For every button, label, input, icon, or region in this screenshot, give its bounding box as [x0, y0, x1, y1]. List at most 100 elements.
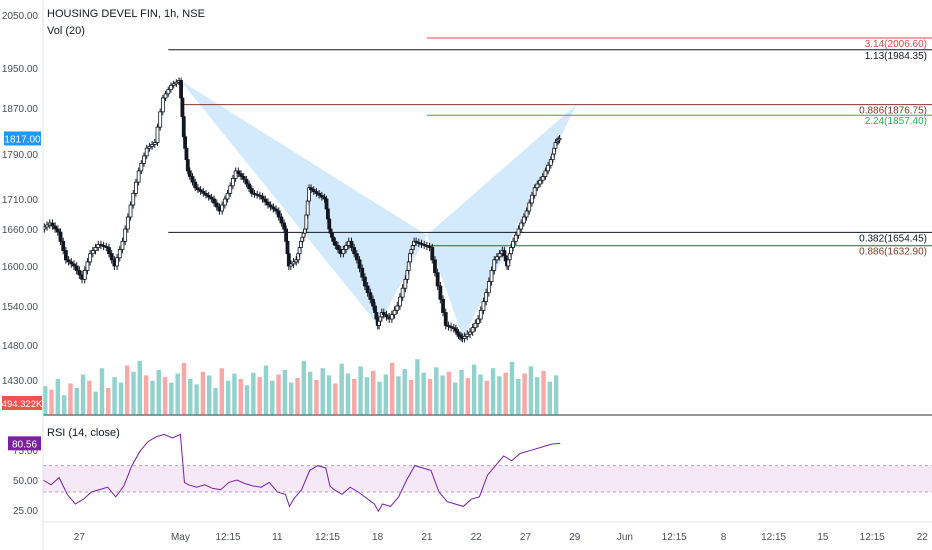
volume-bar: [150, 380, 155, 415]
volume-bar: [389, 362, 395, 415]
candle-body: [288, 263, 293, 267]
candle-body: [271, 206, 276, 210]
candle-body: [465, 333, 470, 337]
candle-body: [85, 261, 90, 271]
candle-body: [58, 231, 63, 242]
candle-body: [139, 162, 144, 172]
candle-body: [516, 228, 521, 236]
candle-body: [519, 222, 524, 230]
candle-body: [220, 204, 225, 212]
volume-bar: [516, 379, 521, 415]
candle-body: [90, 250, 95, 255]
candle-body: [352, 247, 357, 255]
candle-body: [45, 224, 49, 228]
candle-body: [201, 191, 206, 194]
volume-bar: [106, 388, 111, 415]
level-label: 2.24(1857.40): [865, 116, 927, 127]
volume-bar: [263, 365, 269, 415]
candle-body: [214, 202, 219, 208]
candle-body: [249, 188, 254, 194]
candle-body: [125, 216, 130, 230]
volume-bar: [478, 374, 483, 415]
candle-body: [538, 179, 542, 185]
volume-bar: [352, 379, 357, 415]
volume-bar: [320, 368, 325, 415]
candle-body: [55, 228, 60, 233]
candle-body: [462, 335, 467, 339]
price-tick-label: 1430.00: [2, 376, 39, 387]
candle-body: [286, 253, 291, 267]
volume-bar: [553, 375, 559, 415]
candle-body: [61, 240, 66, 251]
candle-body: [93, 247, 98, 251]
volume-bar: [112, 377, 117, 415]
price-tick-label: 1790.00: [2, 150, 39, 161]
time-tick-label: 15: [817, 532, 829, 543]
candle-body: [66, 259, 71, 263]
candle-body: [524, 210, 529, 218]
candle-body: [511, 240, 515, 248]
level-label: 0.886(1876.75): [859, 106, 927, 117]
candle-body: [307, 187, 311, 202]
candle-body: [336, 245, 340, 250]
candle-body: [381, 312, 386, 316]
candle-body: [546, 164, 551, 172]
candle-body: [400, 287, 405, 298]
candle-body: [185, 159, 190, 172]
candle-body: [128, 204, 133, 218]
volume-bar: [503, 372, 508, 415]
volume-bar: [238, 379, 243, 415]
volume-bar: [339, 363, 344, 415]
price-tick-label: 1480.00: [2, 341, 39, 352]
volume-bar: [396, 376, 401, 415]
candle-body: [198, 189, 203, 192]
time-tick-label: 11: [272, 532, 283, 543]
volume-bar: [295, 378, 300, 415]
candle-body: [354, 253, 359, 261]
volume-bar: [541, 370, 546, 415]
candle-body: [131, 192, 136, 206]
candle-body: [222, 198, 227, 206]
volume-bar: [55, 379, 61, 415]
candle-body: [416, 241, 421, 244]
pattern-wing-right: [426, 104, 577, 339]
volume-bar: [99, 368, 105, 415]
candle-body: [150, 144, 155, 147]
candle-body: [228, 185, 233, 194]
candle-body: [72, 263, 76, 267]
volume-bar: [402, 369, 407, 415]
volume-bar: [547, 381, 553, 415]
candle-body: [433, 259, 437, 274]
volume-bar: [535, 377, 540, 415]
candle-body: [389, 314, 394, 320]
candle-body: [252, 192, 257, 195]
candle-body: [530, 194, 534, 204]
volume-bar: [169, 382, 174, 415]
candle-body: [497, 253, 502, 258]
volume-bar: [446, 371, 452, 415]
volume-bar: [453, 382, 458, 415]
price-tick-label: 1660.00: [2, 225, 39, 236]
volume-bar: [358, 366, 363, 415]
candle-body: [395, 305, 400, 311]
volume-bar: [528, 366, 534, 415]
rsi-line: [42, 433, 561, 513]
candle-body: [276, 210, 281, 218]
candle-body: [365, 285, 370, 294]
candle-body: [521, 216, 526, 224]
candle-body: [427, 246, 432, 248]
candle-body: [190, 176, 195, 183]
volume-bar: [251, 372, 256, 415]
time-tick-label: 12:15: [662, 532, 687, 543]
volume-bar: [244, 385, 250, 415]
candle-body: [115, 257, 119, 267]
candle-body: [123, 228, 128, 242]
volume-bar: [118, 382, 124, 415]
candle-body: [155, 126, 160, 143]
candle-body: [169, 85, 173, 91]
time-tick-label: 12:15: [860, 532, 885, 543]
volume-bar: [181, 362, 187, 415]
rsi-tick-label: 75.00: [13, 446, 38, 457]
candle-body: [414, 240, 419, 243]
volume-bar: [282, 370, 288, 415]
